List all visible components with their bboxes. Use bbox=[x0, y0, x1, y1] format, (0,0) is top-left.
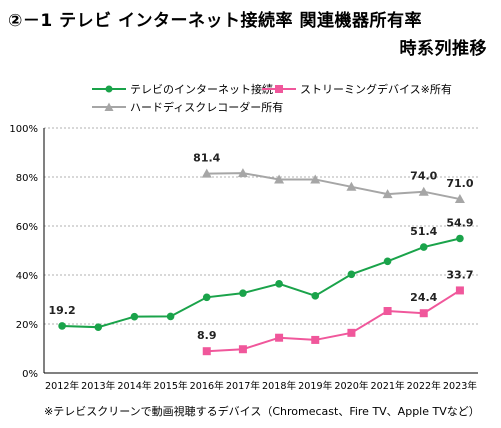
legend-marker-square-icon bbox=[262, 85, 296, 93]
data-label: 74.0 bbox=[410, 170, 437, 183]
data-point bbox=[346, 181, 357, 191]
data-point bbox=[454, 194, 465, 204]
x-tick-label: 2012年 bbox=[45, 380, 80, 392]
data-label: 33.7 bbox=[446, 268, 473, 281]
data-point bbox=[383, 307, 392, 316]
y-tick-label: 20% bbox=[16, 320, 38, 331]
data-point bbox=[274, 174, 285, 184]
data-point bbox=[310, 174, 321, 184]
x-tick-label: 2015年 bbox=[154, 380, 189, 392]
legend-item-hdd: ハードディスクレコーダー所有 bbox=[92, 99, 283, 115]
x-tick-label: 2018年 bbox=[262, 380, 297, 392]
x-tick-label: 2023年 bbox=[443, 380, 478, 392]
data-point bbox=[382, 189, 393, 199]
series-line-1 bbox=[206, 289, 461, 353]
series-line-0 bbox=[62, 237, 461, 329]
data-point bbox=[419, 309, 428, 318]
data-point bbox=[239, 289, 247, 297]
data-label: 51.4 bbox=[410, 225, 437, 238]
data-label: 24.4 bbox=[410, 291, 437, 304]
x-tick-label: 2014年 bbox=[117, 380, 152, 392]
data-point bbox=[202, 293, 211, 302]
data-label: 54.9 bbox=[446, 216, 473, 229]
data-point bbox=[455, 286, 464, 295]
legend-label-tv-internet: テレビのインターネット接続 bbox=[130, 83, 273, 96]
y-tick-label: 100% bbox=[9, 124, 38, 135]
chart-title-line2: 時系列推移 bbox=[399, 39, 487, 59]
data-point bbox=[237, 168, 248, 178]
data-point bbox=[456, 234, 464, 243]
legend-marker-circle-icon bbox=[92, 85, 126, 93]
x-tick-label: 2021年 bbox=[371, 380, 406, 392]
chart-title-line1: ②－1 テレビ インターネット接続率 関連機器所有率 bbox=[8, 11, 422, 31]
data-label: 8.9 bbox=[197, 329, 217, 342]
x-tick-label: 2022年 bbox=[407, 380, 442, 392]
x-tick-label: 2020年 bbox=[334, 380, 369, 392]
data-point bbox=[238, 345, 247, 354]
legend-marker-triangle-icon bbox=[92, 102, 126, 111]
data-point bbox=[166, 312, 175, 321]
data-point bbox=[347, 270, 356, 279]
y-tick-label: 60% bbox=[16, 222, 38, 233]
legend-label-hdd: ハードディスクレコーダー所有 bbox=[130, 101, 284, 114]
data-point bbox=[94, 323, 103, 331]
data-point bbox=[202, 347, 211, 356]
x-tick-label: 2017年 bbox=[226, 380, 261, 392]
x-tick-label: 2013年 bbox=[81, 380, 116, 392]
series-line-2 bbox=[206, 172, 461, 201]
legend-item-streaming: ストリーミングデバイス※所有 bbox=[262, 81, 452, 97]
x-tick-label: 2019年 bbox=[298, 380, 333, 392]
chart-footnote: ※テレビスクリーンで動画視聴するデバイス（Chromecast、Fire TV、… bbox=[44, 405, 480, 418]
data-point bbox=[347, 328, 356, 337]
y-tick-label: 40% bbox=[16, 271, 38, 282]
data-point bbox=[201, 168, 212, 178]
data-point bbox=[275, 333, 284, 342]
data-point bbox=[130, 312, 139, 321]
data-point bbox=[311, 292, 320, 300]
data-label: 81.4 bbox=[193, 152, 220, 165]
legend-item-tv-internet: テレビのインターネット接続 bbox=[92, 81, 273, 97]
data-point bbox=[275, 280, 283, 288]
legend-label-streaming: ストリーミングデバイス※所有 bbox=[300, 83, 452, 96]
y-tick-label: 0% bbox=[22, 369, 38, 380]
data-point bbox=[418, 186, 429, 196]
data-point bbox=[383, 257, 392, 266]
data-label: 71.0 bbox=[446, 177, 473, 190]
data-point bbox=[58, 322, 66, 330]
x-tick-label: 2016年 bbox=[190, 380, 225, 392]
y-tick-label: 80% bbox=[16, 173, 38, 184]
data-point bbox=[311, 335, 320, 344]
data-label: 19.2 bbox=[49, 304, 76, 317]
data-point bbox=[419, 243, 428, 251]
